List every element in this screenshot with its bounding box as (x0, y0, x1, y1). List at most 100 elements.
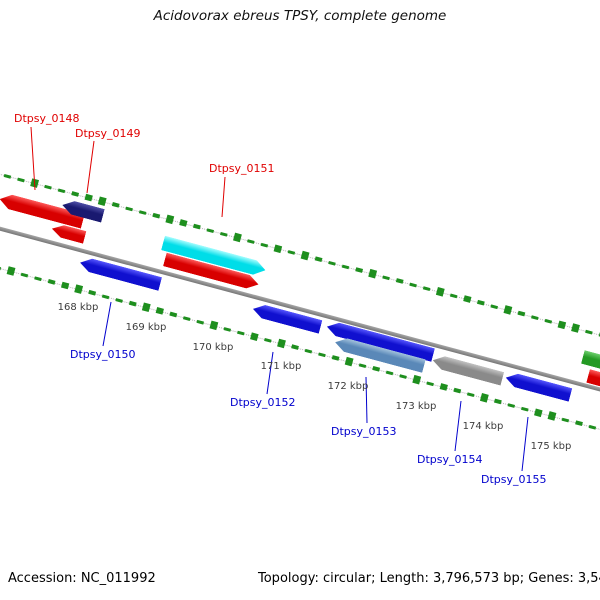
ruler-tick (490, 303, 498, 309)
ruler-tick (574, 420, 583, 426)
ruler-tick (287, 249, 295, 255)
ruler-tick (155, 306, 164, 315)
ruler-tick (426, 380, 434, 386)
ruler-tick (517, 310, 525, 317)
ruler-tick (57, 187, 65, 193)
ruler-tick (411, 374, 421, 385)
ruler-tick (219, 231, 228, 237)
ruler-tick (276, 338, 286, 349)
ruler-tick (584, 329, 593, 334)
gene-label-Dtpsy_0151[interactable]: Dtpsy_0151 (209, 162, 275, 175)
ruler-tick (29, 178, 39, 188)
ruler-tick (192, 223, 201, 230)
ruler-tick (371, 365, 380, 372)
scale-label-169-kbp: 169 kbp (125, 322, 167, 333)
ruler-tick (33, 275, 42, 281)
ruler-tick (3, 173, 11, 179)
leader-line-Dtpsy_0151 (221, 176, 226, 218)
scale-label-173-kbp: 173 kbp (395, 401, 437, 412)
leader-line-Dtpsy_0150 (102, 301, 112, 347)
ruler-tick (138, 209, 147, 215)
ruler-tick (87, 289, 96, 296)
ruler-tick (6, 266, 15, 276)
ruler-tick (449, 292, 458, 298)
gene-label-Dtpsy_0153[interactable]: Dtpsy_0153 (331, 425, 397, 438)
ruler-tick (208, 320, 218, 330)
ruler-tick (533, 407, 543, 417)
gene-label-Dtpsy_0148[interactable]: Dtpsy_0148 (14, 112, 80, 125)
ruler-tick (111, 201, 120, 208)
scale-label-171-kbp: 171 kbp (260, 361, 302, 372)
ruler-tick (290, 344, 299, 350)
scale-label-172-kbp: 172 kbp (327, 381, 369, 392)
ruler-tick (395, 277, 404, 284)
ruler-tick (331, 354, 340, 361)
ruler-tick (354, 267, 363, 273)
scale-label-170-kbp: 170 kbp (192, 342, 234, 353)
ruler-tick (493, 398, 502, 405)
ruler-tick (570, 323, 580, 333)
ruler-tick (128, 300, 137, 307)
gene-label-Dtpsy_0149[interactable]: Dtpsy_0149 (75, 127, 141, 140)
ruler-tick (164, 214, 174, 224)
ruler-tick (358, 362, 366, 368)
scale-label-175-kbp: 175 kbp (530, 441, 572, 452)
ruler-tick (206, 227, 214, 233)
ruler-tick (151, 212, 160, 219)
ruler-tick (97, 196, 107, 206)
ruler-tick (70, 191, 79, 197)
ruler-tick (544, 318, 552, 324)
ruler-tick (263, 337, 272, 343)
ruler-tick (182, 315, 191, 321)
gene-label-Dtpsy_0155[interactable]: Dtpsy_0155 (481, 473, 547, 486)
ruler-tick (141, 302, 151, 312)
ruler-tick (341, 263, 349, 269)
ruler-tick (314, 256, 322, 262)
ruler-tick (84, 193, 93, 202)
ruler-tick (300, 250, 309, 261)
ruler-tick (16, 176, 25, 182)
gene-label-Dtpsy_0150[interactable]: Dtpsy_0150 (70, 348, 136, 361)
ruler-tick (236, 330, 245, 335)
ruler-tick (435, 286, 445, 297)
ruler-tick (530, 314, 539, 320)
ruler-tick (168, 311, 177, 318)
ruler-tick (503, 305, 512, 315)
scale-label-168-kbp: 168 kbp (57, 302, 99, 313)
ruler-tick (304, 348, 312, 353)
ruler-tick (196, 319, 204, 324)
leader-line-Dtpsy_0155 (521, 416, 529, 472)
scale-label-174-kbp: 174 kbp (462, 421, 504, 432)
accession-label: Accession: NC_011992 (8, 571, 156, 586)
ruler-tick (385, 369, 393, 375)
ruler-tick (588, 424, 596, 430)
ruler-tick (507, 402, 515, 408)
ruler-tick (73, 284, 83, 294)
page-title: Acidovorax ebreus TPSY, complete genome (153, 8, 447, 24)
ruler-tick (114, 297, 123, 303)
ruler-tick (344, 356, 354, 367)
gene-label-Dtpsy_0152[interactable]: Dtpsy_0152 (230, 396, 296, 409)
ruler-tick (439, 383, 448, 391)
genome-stats-label: Topology: circular; Length: 3,796,573 bp… (258, 571, 600, 586)
ruler-tick (476, 299, 485, 306)
ruler-tick (273, 243, 282, 253)
ruler-tick (479, 392, 489, 403)
ruler-tick (367, 268, 377, 279)
gene-label-Dtpsy_0154[interactable]: Dtpsy_0154 (417, 453, 483, 466)
ruler-tick (20, 272, 28, 277)
ruler-tick (101, 293, 109, 299)
leader-line-Dtpsy_0152 (266, 351, 274, 395)
ruler-tick (60, 281, 69, 290)
ruler-tick (43, 184, 52, 189)
ruler-tick (381, 274, 390, 280)
ruler-tick (249, 331, 259, 341)
ruler-tick (452, 387, 461, 394)
ruler-tick (246, 238, 255, 244)
ruler-tick (125, 205, 133, 211)
ruler-tick (520, 406, 529, 411)
gene-arrow-Dtpsy_0155[interactable] (504, 371, 572, 402)
ruler-tick (47, 278, 56, 285)
ruler-tick (317, 351, 326, 357)
